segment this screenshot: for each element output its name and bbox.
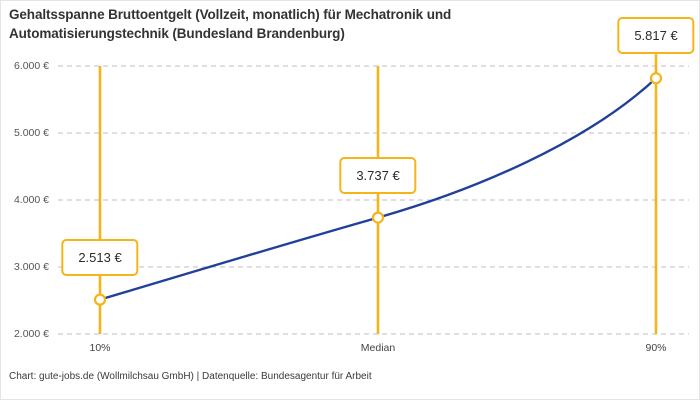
value-label-90th-percentile: 5.817 € <box>617 17 695 55</box>
chart-footer-attribution: Chart: gute-jobs.de (Wollmilchsau GmbH) … <box>9 371 372 382</box>
value-label-median: 3.737 € <box>339 156 417 194</box>
chart-title-line1: Gehaltsspanne Bruttoentgelt (Vollzeit, m… <box>9 7 452 22</box>
x-axis-tick-label-10pct: 10% <box>89 342 111 354</box>
y-axis-tick-label: 5.000 € <box>13 127 49 139</box>
data-point-marker-10pct <box>93 293 107 306</box>
y-axis-tick-label: 4.000 € <box>13 194 49 206</box>
chart-title-line2: Automatisierungstechnik (Bundesland Bran… <box>9 26 345 41</box>
data-point-marker-median <box>371 211 385 224</box>
data-point-marker-90pct <box>649 72 663 85</box>
chart-title: Gehaltsspanne Bruttoentgelt (Vollzeit, m… <box>9 5 569 43</box>
y-axis-tick-label: 6.000 € <box>13 60 49 72</box>
x-axis-tick-label-90pct: 90% <box>645 342 667 354</box>
x-axis-tick-label-median: Median <box>360 342 396 354</box>
value-label-10th-percentile: 2.513 € <box>61 238 139 276</box>
y-axis-tick-label: 2.000 € <box>13 328 49 340</box>
y-axis-tick-label: 3.000 € <box>13 261 49 273</box>
